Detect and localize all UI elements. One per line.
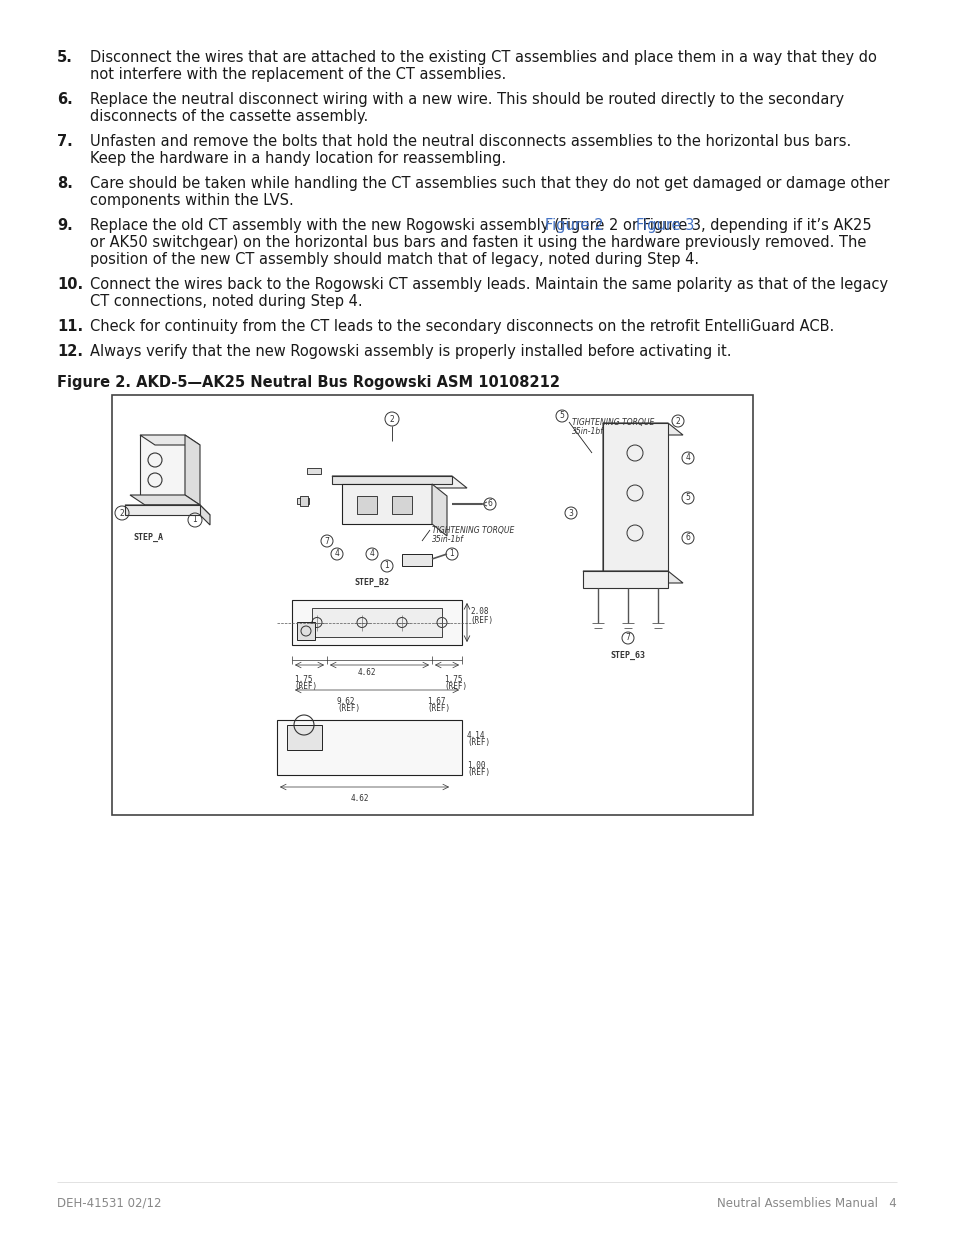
- Text: (REF): (REF): [336, 704, 359, 713]
- Text: components within the LVS.: components within the LVS.: [90, 193, 294, 207]
- Bar: [299, 496, 308, 506]
- Text: STEP_A: STEP_A: [132, 534, 163, 542]
- Text: STEP_63: STEP_63: [610, 651, 645, 661]
- Bar: [112, 395, 752, 815]
- Text: 10.: 10.: [57, 277, 83, 291]
- Bar: [292, 600, 461, 645]
- Text: position of the new CT assembly should match that of legacy, noted during Step 4: position of the new CT assembly should m…: [90, 252, 699, 267]
- Text: 2: 2: [389, 415, 394, 424]
- Text: Keep the hardware in a handy location for reassembling.: Keep the hardware in a handy location fo…: [90, 151, 506, 165]
- Text: 6.: 6.: [57, 91, 72, 107]
- Polygon shape: [432, 484, 447, 536]
- Bar: [401, 555, 432, 566]
- Text: 1.75: 1.75: [443, 676, 462, 684]
- Text: (REF): (REF): [467, 767, 490, 777]
- Text: TIGHTENING TORQUE: TIGHTENING TORQUE: [432, 526, 514, 535]
- Bar: [276, 720, 461, 776]
- Text: 2.08: 2.08: [470, 608, 488, 616]
- Text: 7.: 7.: [57, 135, 72, 149]
- Text: 5: 5: [685, 494, 690, 503]
- Text: 1.75: 1.75: [294, 676, 313, 684]
- Polygon shape: [602, 424, 682, 435]
- Text: Replace the neutral disconnect wiring with a new wire. This should be routed dir: Replace the neutral disconnect wiring wi…: [90, 91, 843, 107]
- Polygon shape: [582, 571, 667, 588]
- Text: TIGHTENING TORQUE: TIGHTENING TORQUE: [572, 417, 654, 427]
- Polygon shape: [125, 505, 200, 515]
- Bar: [356, 496, 376, 514]
- Text: 5: 5: [559, 411, 564, 420]
- Polygon shape: [602, 424, 618, 583]
- Text: (REF): (REF): [470, 615, 493, 625]
- Polygon shape: [602, 424, 667, 571]
- Text: 1.00: 1.00: [467, 761, 485, 769]
- Text: Replace the old CT assembly with the new Rogowski assembly (Figure 2 or Figure 3: Replace the old CT assembly with the new…: [90, 219, 871, 233]
- Text: STEP_B2: STEP_B2: [355, 578, 389, 587]
- Bar: [296, 498, 309, 504]
- Polygon shape: [185, 435, 200, 505]
- Text: 1.67: 1.67: [427, 697, 445, 706]
- Text: or AK50 switchgear) on the horizontal bus bars and fasten it using the hardware : or AK50 switchgear) on the horizontal bu…: [90, 235, 865, 249]
- Polygon shape: [200, 505, 210, 525]
- Polygon shape: [140, 435, 200, 445]
- Text: 7: 7: [625, 634, 630, 642]
- Text: 7: 7: [324, 536, 329, 546]
- Text: 4: 4: [369, 550, 374, 558]
- Text: (REF): (REF): [443, 682, 467, 692]
- Text: not interfere with the replacement of the CT assemblies.: not interfere with the replacement of th…: [90, 67, 506, 82]
- Text: (REF): (REF): [294, 682, 316, 692]
- Polygon shape: [332, 475, 452, 484]
- Text: Connect the wires back to the Rogowski CT assembly leads. Maintain the same pola: Connect the wires back to the Rogowski C…: [90, 277, 887, 291]
- Text: 4: 4: [685, 453, 690, 462]
- Text: Care should be taken while handling the CT assemblies such that they do not get : Care should be taken while handling the …: [90, 177, 888, 191]
- Bar: [296, 622, 314, 640]
- Polygon shape: [130, 495, 200, 505]
- Text: CT connections, noted during Step 4.: CT connections, noted during Step 4.: [90, 294, 362, 309]
- Polygon shape: [332, 475, 467, 488]
- Text: 6: 6: [487, 499, 492, 509]
- Text: 5.: 5.: [57, 49, 72, 65]
- Text: Figure 2. AKD-5—AK25 Neutral Bus Rogowski ASM 10108212: Figure 2. AKD-5—AK25 Neutral Bus Rogowsk…: [57, 375, 559, 390]
- Polygon shape: [140, 435, 185, 495]
- Text: 12.: 12.: [57, 345, 83, 359]
- Text: 35in-1bf: 35in-1bf: [432, 535, 463, 543]
- Text: 2: 2: [119, 509, 124, 517]
- Text: 9.62: 9.62: [336, 697, 355, 706]
- Bar: [312, 608, 441, 637]
- Bar: [392, 496, 412, 514]
- Bar: [287, 725, 322, 750]
- Text: 1: 1: [449, 550, 454, 558]
- Text: 4.14: 4.14: [467, 730, 485, 740]
- Text: (REF): (REF): [467, 737, 490, 746]
- Bar: [307, 468, 320, 474]
- Text: 9.: 9.: [57, 219, 72, 233]
- Text: Disconnect the wires that are attached to the existing CT assemblies and place t: Disconnect the wires that are attached t…: [90, 49, 876, 65]
- Text: 4: 4: [335, 550, 339, 558]
- Text: disconnects of the cassette assembly.: disconnects of the cassette assembly.: [90, 109, 368, 124]
- Text: Figure 3: Figure 3: [636, 219, 694, 233]
- Bar: [341, 484, 432, 524]
- Text: 1: 1: [193, 515, 197, 525]
- Text: 6: 6: [685, 534, 690, 542]
- Text: 11.: 11.: [57, 319, 83, 333]
- Polygon shape: [125, 505, 210, 515]
- Text: 4.62: 4.62: [357, 668, 375, 677]
- Text: DEH-41531 02/12: DEH-41531 02/12: [57, 1197, 161, 1210]
- Text: 1: 1: [384, 562, 389, 571]
- Text: Unfasten and remove the bolts that hold the neutral disconnects assemblies to th: Unfasten and remove the bolts that hold …: [90, 135, 850, 149]
- Text: Neutral Assemblies Manual   4: Neutral Assemblies Manual 4: [717, 1197, 896, 1210]
- Text: Always verify that the new Rogowski assembly is properly installed before activa: Always verify that the new Rogowski asse…: [90, 345, 731, 359]
- Text: 3: 3: [568, 509, 573, 517]
- Polygon shape: [582, 571, 682, 583]
- Text: 8.: 8.: [57, 177, 72, 191]
- Text: 2: 2: [675, 416, 679, 426]
- Text: Check for continuity from the CT leads to the secondary disconnects on the retro: Check for continuity from the CT leads t…: [90, 319, 833, 333]
- Text: 4.62: 4.62: [350, 794, 369, 803]
- Text: 35in-1bf: 35in-1bf: [572, 427, 603, 436]
- Text: Figure 2: Figure 2: [544, 219, 603, 233]
- Text: (REF): (REF): [427, 704, 450, 713]
